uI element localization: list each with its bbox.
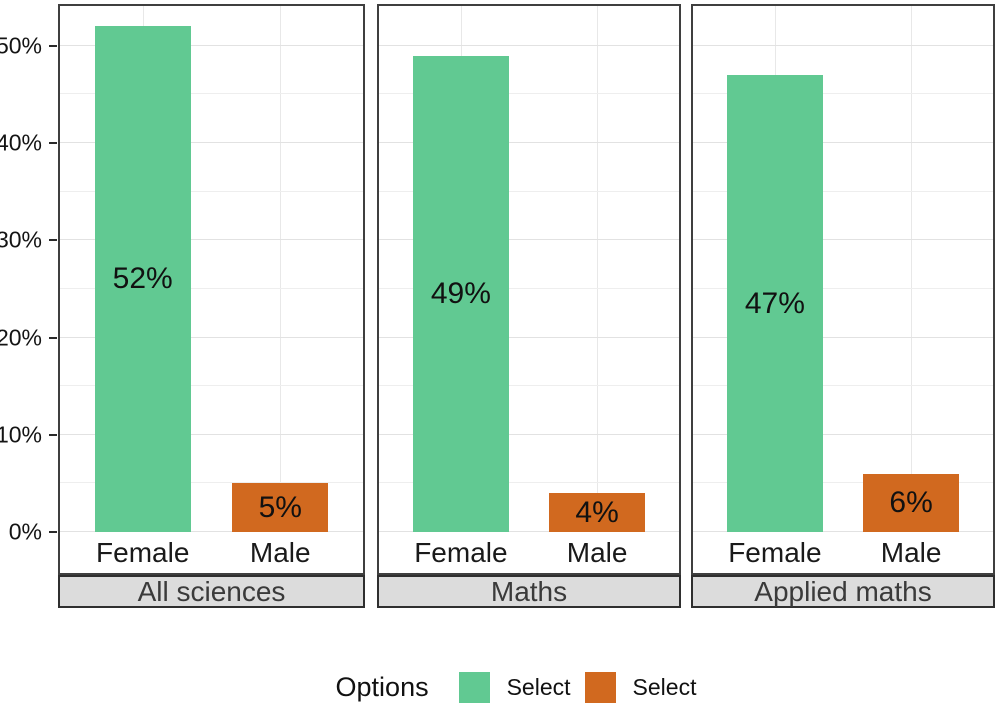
gridline-major — [60, 433, 363, 435]
y-tick-mark — [49, 44, 57, 47]
y-tick-label: 40% — [0, 129, 42, 156]
plot-area: 49% 4% — [379, 6, 679, 532]
plot-area: 52% 5% — [60, 6, 363, 532]
gridline-major — [60, 44, 363, 46]
panel-plot-box: 47% 6% Female Male — [691, 4, 995, 575]
legend-item-label: Select — [632, 673, 697, 700]
gridline-major — [60, 142, 363, 144]
legend: Options Select Select — [16, 664, 1000, 710]
bar-female: 49% — [413, 55, 509, 532]
gridline-minor — [379, 482, 679, 484]
gridline-major — [693, 336, 993, 338]
x-category-label: Female — [728, 536, 822, 568]
facet-strip-label: Maths — [377, 575, 681, 608]
facet-panel: 47% 6% Female Male Applied maths — [691, 4, 995, 608]
plot-area: 47% 6% — [693, 6, 993, 532]
bar-male: 6% — [863, 473, 959, 532]
legend-title: Options — [335, 671, 429, 702]
panel-plot-box: 52% 5% Female Male — [58, 4, 365, 575]
bar-value-label: 6% — [889, 485, 933, 519]
gridline-minor — [693, 482, 993, 484]
gridline-minor — [60, 385, 363, 387]
y-tick-label: 30% — [0, 226, 42, 253]
y-tick-label: 10% — [0, 421, 42, 448]
gridline-major — [379, 336, 679, 338]
y-tick-mark — [49, 239, 57, 242]
legend-swatch — [584, 671, 616, 703]
bar-value-label: 47% — [744, 286, 805, 320]
gridline-major — [693, 142, 993, 144]
legend-swatch — [458, 671, 490, 703]
bar-male: 4% — [549, 493, 645, 532]
legend-item-label: Select — [506, 673, 571, 700]
gridline-vertical — [280, 6, 282, 532]
gridline-minor — [60, 93, 363, 95]
y-tick-label: 20% — [0, 324, 42, 351]
y-tick-mark — [49, 336, 57, 339]
x-category-label: Male — [566, 536, 628, 568]
facet-panel: 49% 4% Female Male Maths — [377, 4, 681, 608]
gridline-minor — [693, 93, 993, 95]
gridline-minor — [379, 287, 679, 289]
gridline-major — [693, 433, 993, 435]
y-tick-mark — [49, 531, 57, 533]
gridline-major — [379, 433, 679, 435]
gridline-minor — [379, 190, 679, 192]
bar-value-label: 5% — [258, 490, 302, 524]
gridline-major — [379, 44, 679, 46]
gridline-minor — [60, 190, 363, 192]
gridline-major — [379, 142, 679, 144]
gridline-major — [693, 44, 993, 46]
facet-panel: 52% 5% Female Male All sciences — [58, 4, 365, 608]
gridline-major — [60, 336, 363, 338]
gridline-vertical — [911, 6, 913, 532]
gridline-major — [693, 531, 993, 532]
gridline-major — [60, 239, 363, 241]
gridline-vertical — [597, 6, 599, 532]
gridline-minor — [693, 287, 993, 289]
bar-value-label: 52% — [112, 262, 173, 296]
facet-strip-label: All sciences — [58, 575, 365, 608]
x-axis-labels: Female Male — [60, 532, 363, 573]
bar-value-label: 49% — [430, 276, 491, 310]
panel-plot-box: 49% 4% Female Male — [377, 4, 681, 575]
legend-item[interactable]: Select — [458, 671, 571, 703]
y-tick-mark — [49, 142, 57, 145]
legend-items: Select Select — [445, 671, 697, 703]
gridline-minor — [60, 482, 363, 484]
gridline-major — [60, 531, 363, 532]
gridline-major — [379, 531, 679, 532]
gridline-minor — [60, 287, 363, 289]
y-tick-label: 0% — [8, 518, 42, 545]
x-category-label: Female — [414, 536, 508, 568]
gridline-major — [379, 239, 679, 241]
x-category-label: Male — [249, 536, 311, 568]
gridline-major — [693, 239, 993, 241]
bar-value-label: 4% — [575, 495, 619, 529]
gridline-minor — [379, 385, 679, 387]
y-tick-mark — [49, 433, 57, 436]
gridline-minor — [379, 93, 679, 95]
x-axis-labels: Female Male — [379, 532, 679, 573]
x-category-label: Female — [96, 536, 190, 568]
bar-female: 47% — [727, 75, 823, 532]
bar-female: 52% — [94, 26, 191, 532]
x-category-label: Male — [880, 536, 942, 568]
x-axis-labels: Female Male — [693, 532, 993, 573]
gridline-minor — [693, 385, 993, 387]
gridline-minor — [693, 190, 993, 192]
y-axis: 0% 10% 20% 30% 40% 50% — [0, 6, 58, 543]
bar-male: 5% — [232, 483, 329, 532]
y-tick-label: 50% — [0, 32, 42, 59]
facet-strip-label: Applied maths — [691, 575, 995, 608]
legend-item[interactable]: Select — [584, 671, 697, 703]
